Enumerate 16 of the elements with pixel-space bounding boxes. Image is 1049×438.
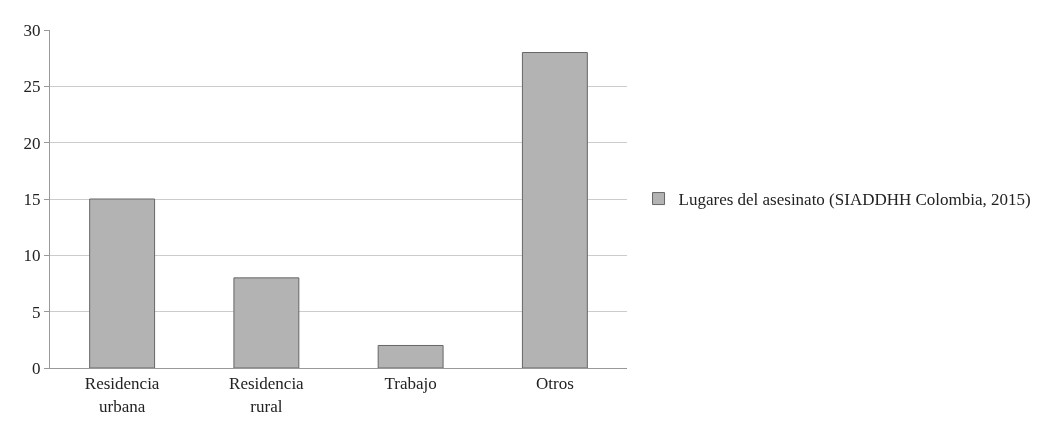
bar — [233, 277, 300, 368]
x-tick-label: Trabajo — [384, 374, 437, 394]
bar — [89, 198, 156, 368]
y-tick-label: 30 — [23, 20, 41, 40]
x-tick-label: Residencia urbana — [84, 374, 160, 416]
y-tick-label: 5 — [32, 302, 41, 322]
y-tick-label: 15 — [23, 189, 41, 209]
bar — [377, 344, 444, 368]
bar — [521, 52, 588, 368]
y-tick-label: 0 — [32, 358, 41, 378]
y-tick-label: 25 — [23, 77, 41, 97]
y-tick-label: 10 — [23, 246, 41, 266]
x-tick-label: Otros — [535, 374, 574, 394]
x-tick-label: Residencia rural — [229, 374, 305, 416]
legend-label: Lugares del asesinato (SIADDHH Colombia, 2015) — [678, 190, 1031, 210]
y-tick-label: 20 — [23, 133, 41, 153]
